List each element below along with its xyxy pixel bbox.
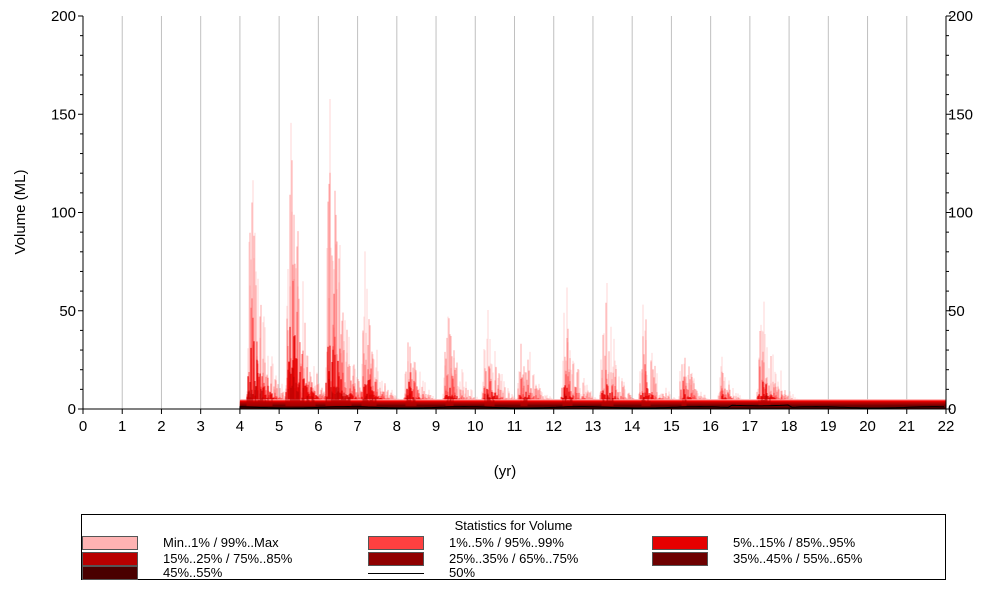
- gridlines: [121, 16, 908, 409]
- legend-label: 50%: [449, 565, 476, 580]
- legend-swatch: [368, 552, 424, 566]
- legend: Statistics for Volume Min..1% / 99%..Max…: [81, 514, 946, 580]
- x-tick-label: 15: [663, 418, 680, 435]
- x-tick-label: 18: [781, 418, 798, 435]
- median-line: [83, 404, 945, 410]
- band-6: [239, 407, 947, 409]
- x-tick-label: 9: [432, 418, 440, 435]
- x-tick-label: 21: [898, 418, 915, 435]
- y-tick-label-left: 50: [59, 303, 76, 320]
- legend-label: 15%..25% / 75%..85%: [163, 551, 293, 566]
- legend-swatch: [368, 573, 424, 574]
- plot-area: [83, 99, 947, 410]
- y-axis-label: Volume (ML): [12, 169, 29, 254]
- legend-label: 1%..5% / 95%..99%: [449, 535, 564, 550]
- x-tick-label: 13: [585, 418, 602, 435]
- y-tick-label-right: 150: [948, 106, 973, 123]
- legend-title: Statistics for Volume: [454, 518, 573, 533]
- axes: 0 1 2 3 4 5 6 7 8 9 10 11 12 13 14 15 16 17 18 19 20 21 220501…: [51, 8, 973, 435]
- legend-label: Min..1% / 99%..Max: [163, 535, 279, 550]
- legend-label: 25%..35% / 65%..75%: [449, 551, 579, 566]
- x-tick-label: 4: [236, 418, 244, 435]
- x-tick-label: 19: [820, 418, 837, 435]
- y-tick-label-left: 100: [51, 205, 76, 222]
- legend-swatch: [82, 552, 138, 566]
- legend-swatch: [652, 552, 708, 566]
- x-tick-label: 7: [353, 418, 361, 435]
- legend-swatch: [82, 566, 138, 580]
- x-tick-label: 11: [507, 418, 523, 435]
- legend-label: 5%..15% / 85%..95%: [733, 535, 856, 550]
- x-tick-label: 17: [742, 418, 759, 435]
- legend-label: 35%..45% / 55%..65%: [733, 551, 863, 566]
- x-tick-label: 3: [197, 418, 205, 435]
- y-tick-label-left: 200: [51, 8, 76, 25]
- spikes-core: [246, 368, 771, 407]
- x-tick-label: 10: [467, 418, 484, 435]
- legend-swatch: [652, 536, 708, 550]
- y-tick-label-right: 0: [948, 401, 956, 418]
- legend-label: 45%..55%: [163, 565, 223, 580]
- y-tick-label-left: 150: [51, 106, 76, 123]
- x-tick-label: 16: [702, 418, 719, 435]
- y-tick-label-right: 200: [948, 8, 973, 25]
- x-tick-label: 14: [624, 418, 641, 435]
- x-tick-label: 0: [79, 418, 87, 435]
- x-tick-label: 6: [314, 418, 322, 435]
- legend-swatch: [82, 536, 138, 550]
- x-tick-label: 2: [157, 418, 165, 435]
- y-tick-label-left: 0: [68, 401, 76, 418]
- x-axis-label: (yr): [494, 463, 517, 480]
- y-tick-label-right: 50: [948, 303, 965, 320]
- y-tick-label-right: 100: [948, 205, 973, 222]
- x-tick-label: 5: [275, 418, 283, 435]
- legend-swatch: [368, 536, 424, 550]
- x-tick-label: 8: [393, 418, 401, 435]
- x-tick-label: 22: [938, 418, 955, 435]
- x-tick-label: 1: [118, 418, 126, 435]
- x-tick-label: 20: [859, 418, 876, 435]
- x-tick-label: 12: [545, 418, 562, 435]
